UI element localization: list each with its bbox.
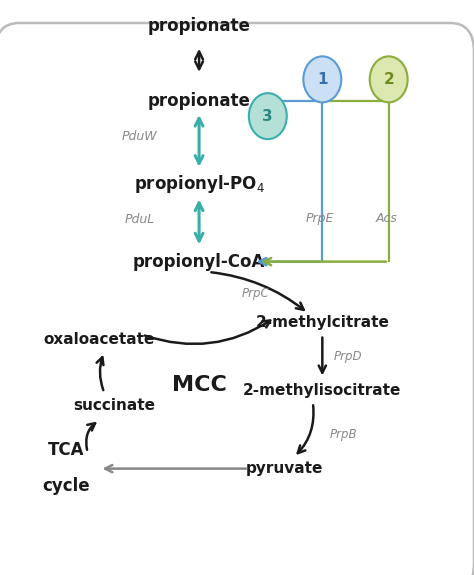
Text: cycle: cycle [43, 477, 90, 495]
Text: PduL: PduL [125, 213, 155, 226]
Circle shape [249, 93, 287, 139]
Text: PrpB: PrpB [329, 428, 357, 440]
Text: propionyl-CoA: propionyl-CoA [133, 252, 265, 271]
Text: succinate: succinate [73, 398, 155, 413]
Text: PrpE: PrpE [306, 212, 334, 225]
FancyBboxPatch shape [0, 23, 474, 575]
Text: oxaloacetate: oxaloacetate [44, 332, 155, 347]
Text: 3: 3 [263, 109, 273, 124]
Text: MCC: MCC [172, 375, 227, 395]
Text: propionate: propionate [147, 17, 251, 35]
Text: PduW: PduW [122, 131, 158, 143]
Text: TCA: TCA [48, 441, 85, 459]
Text: 2-methylisocitrate: 2-methylisocitrate [243, 384, 401, 398]
Text: propionyl-PO$_4$: propionyl-PO$_4$ [134, 173, 264, 195]
Text: PrpD: PrpD [334, 350, 363, 363]
Text: pyruvate: pyruvate [246, 461, 323, 476]
Circle shape [303, 56, 341, 102]
Text: 2: 2 [383, 72, 394, 87]
Text: 2-methylcitrate: 2-methylcitrate [255, 315, 389, 329]
Text: 1: 1 [317, 72, 328, 87]
Text: PrpC: PrpC [242, 287, 270, 300]
Circle shape [370, 56, 408, 102]
Text: Acs: Acs [375, 212, 397, 225]
Text: propionate: propionate [147, 91, 251, 110]
